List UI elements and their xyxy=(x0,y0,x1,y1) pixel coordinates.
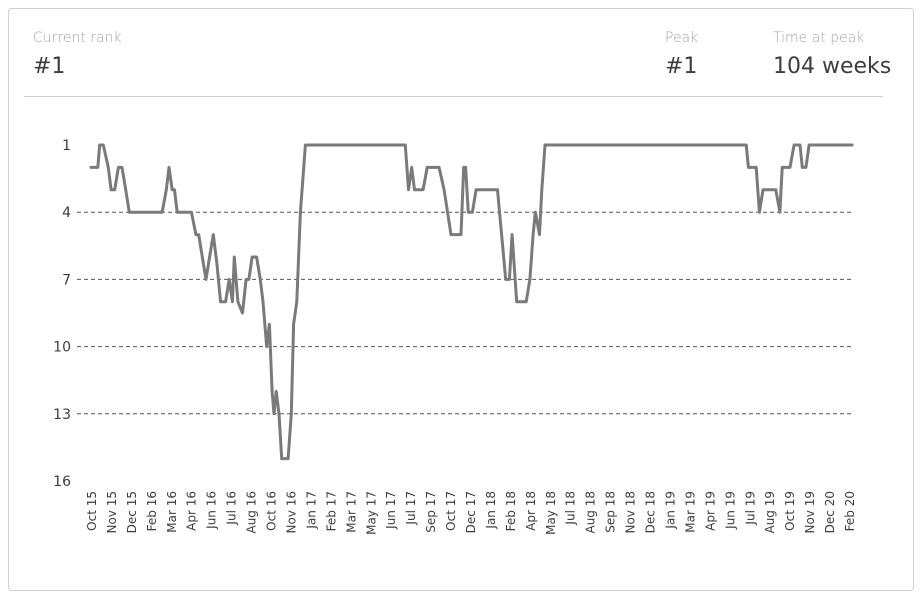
time-at-peak-value: 104 weeks xyxy=(773,54,892,79)
x-tick-label: Nov 18 xyxy=(624,491,638,534)
x-tick-label: Mar 17 xyxy=(344,491,358,533)
y-tick-label: 13 xyxy=(53,407,71,423)
x-tick-label: Aug 16 xyxy=(245,491,259,534)
x-tick-label: Oct 17 xyxy=(444,491,458,531)
x-tick-label: Jan 17 xyxy=(304,491,318,530)
x-tick-label: Feb 17 xyxy=(324,491,338,531)
x-tick-label: Dec 20 xyxy=(823,491,837,533)
series-line xyxy=(89,143,854,461)
x-tick-label: Apr 19 xyxy=(703,491,717,531)
x-tick-label: Mar 19 xyxy=(683,491,697,533)
x-tick-label: Jul 18 xyxy=(564,491,578,526)
x-tick-label: May 17 xyxy=(364,491,378,535)
x-tick-label: Feb 20 xyxy=(843,491,857,531)
x-tick-label: Jul 19 xyxy=(743,491,757,526)
y-tick-labels: 1 4 7 10 13 16 xyxy=(53,138,71,490)
x-tick-label: Oct 16 xyxy=(265,491,279,531)
x-tick-label: Dec 18 xyxy=(644,491,658,533)
peak-value: #1 xyxy=(665,54,698,79)
x-tick-label: Jan 18 xyxy=(484,491,498,530)
series-layer xyxy=(89,143,854,461)
header-divider xyxy=(24,96,883,97)
time-at-peak-label: Time at peak xyxy=(773,30,865,46)
x-tick-label: Jul 16 xyxy=(225,491,239,526)
y-tick-label: 4 xyxy=(62,205,71,221)
x-tick-label: Nov 19 xyxy=(803,491,817,534)
x-tick-label: Nov 16 xyxy=(284,491,298,534)
x-tick-label: Dec 15 xyxy=(125,491,139,533)
peak-label: Peak xyxy=(665,30,699,46)
grid-layer xyxy=(77,211,852,415)
chart-card xyxy=(8,8,914,591)
x-tick-label: Feb 18 xyxy=(504,491,518,531)
y-tick-label: 10 xyxy=(53,340,71,356)
x-tick-labels: Oct 15 Nov 15 Dec 15 Feb 16 Mar 16 Apr 16 Jun … xyxy=(85,491,857,535)
x-tick-label: Mar 16 xyxy=(165,491,179,533)
x-tick-label: Jun 19 xyxy=(723,491,737,530)
x-tick-label: Apr 18 xyxy=(524,491,538,531)
x-tick-label: Jun 17 xyxy=(384,491,398,530)
y-tick-label: 16 xyxy=(53,474,71,490)
x-tick-label: Aug 19 xyxy=(763,491,777,534)
current-rank-value: #1 xyxy=(33,54,66,79)
x-tick-label: Oct 15 xyxy=(85,491,99,531)
x-tick-label: Oct 19 xyxy=(783,491,797,531)
x-tick-label: Sep 17 xyxy=(424,491,438,533)
x-tick-label: Jul 17 xyxy=(404,491,418,526)
x-tick-label: Sep 18 xyxy=(604,491,618,533)
x-tick-label: Dec 17 xyxy=(464,491,478,533)
x-tick-label: Apr 16 xyxy=(185,491,199,531)
x-tick-label: Jan 19 xyxy=(663,491,677,530)
x-tick-label: Jun 16 xyxy=(205,491,219,530)
current-rank-label: Current rank xyxy=(33,30,122,46)
x-tick-label: Feb 16 xyxy=(145,491,159,531)
x-tick-label: Aug 18 xyxy=(584,491,598,534)
x-tick-label: May 18 xyxy=(544,491,558,535)
y-tick-label: 7 xyxy=(62,272,71,288)
x-tick-label: Nov 15 xyxy=(105,491,119,534)
y-tick-label: 1 xyxy=(62,138,71,154)
